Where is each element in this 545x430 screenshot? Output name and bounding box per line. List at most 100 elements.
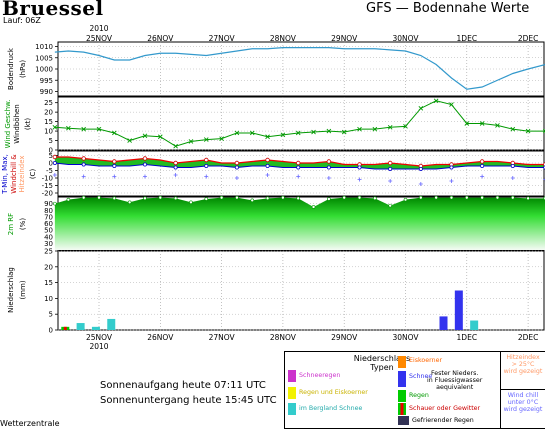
gust-point <box>173 143 178 149</box>
y-tick-label: 70 <box>44 213 53 221</box>
temp-unit-label: (C) <box>29 169 37 180</box>
y-tick-label: -5 <box>46 167 53 175</box>
date-label-bottom: 29NOV <box>331 333 358 342</box>
gust-point <box>249 130 255 136</box>
tmax-point <box>265 157 270 163</box>
date-label-top: 30NOV <box>392 34 419 43</box>
rh-point <box>296 196 301 201</box>
gust-point <box>96 126 102 132</box>
date-label-bottom: 30NOV <box>392 333 419 342</box>
gust-point <box>280 132 286 138</box>
rh-point <box>357 195 362 200</box>
sunset-text: Sonnenuntergang heute 15:45 UTC <box>100 395 277 406</box>
gust-point <box>66 125 71 131</box>
schnee-label: Schnee <box>409 373 433 380</box>
eiskoerner-label: Eiskoerner <box>409 357 443 364</box>
schauer-label: Schauer oder Gewitter <box>409 405 481 412</box>
windchill-point <box>234 176 239 180</box>
eiskoerner-swatch <box>398 356 406 368</box>
precip-bar <box>91 326 100 330</box>
rh-point <box>419 195 423 200</box>
y-tick-label: 1000 <box>35 66 53 74</box>
rh-point <box>434 195 438 200</box>
y-tick-label: 5 <box>49 152 53 160</box>
rh-point <box>327 197 331 201</box>
regen-eis-swatch <box>288 387 296 399</box>
date-label-bottom: 26NOV <box>147 333 174 342</box>
regen-eis-label: Regen und Eiskoerner <box>299 389 368 396</box>
rh-point <box>158 195 163 200</box>
y-tick-label: 15 <box>44 118 53 126</box>
tmin-point <box>296 165 301 170</box>
year-label-top: 2010 <box>89 24 108 33</box>
rh-point <box>219 195 224 200</box>
pressure-line <box>54 47 545 90</box>
tmax-point <box>479 159 485 164</box>
y-tick-label: 10 <box>44 128 53 136</box>
rh-area <box>54 197 545 250</box>
windchill-point <box>543 177 545 182</box>
tmin-point <box>81 162 86 167</box>
rh-point <box>250 198 255 203</box>
y-tick-label: 10 <box>44 295 53 303</box>
rh-point <box>495 195 500 200</box>
panel-frame <box>57 150 545 197</box>
wind-axis-label: Wind Geschw. <box>4 100 12 149</box>
y-tick-label: 15 <box>44 279 53 287</box>
heat-axis-label: Hitzeindex <box>18 155 26 192</box>
tmax-point <box>387 160 393 166</box>
tmin-point <box>510 164 515 168</box>
date-label-top: 25NOV <box>86 34 113 43</box>
gust-point <box>510 126 516 132</box>
rh-point <box>373 196 377 201</box>
rh-point <box>510 195 515 200</box>
y-tick-label: 5 <box>49 137 53 145</box>
y-tick-label: 20 <box>44 263 53 271</box>
tmin-point <box>418 167 423 171</box>
date-label-top: 28NOV <box>270 34 297 43</box>
schneeregen-swatch <box>288 370 296 382</box>
pressure-unit-label: (hPa) <box>19 60 27 78</box>
rh-point <box>403 197 408 202</box>
gust-point <box>542 128 545 134</box>
footer-credit: Wetterzentrale <box>0 419 60 428</box>
windchill-point <box>112 174 117 179</box>
rh-point <box>204 197 209 201</box>
gust-point <box>127 138 132 143</box>
date-label-top: 27NOV <box>209 34 236 43</box>
rh-point <box>449 195 454 200</box>
y-tick-label: 60 <box>44 220 53 228</box>
date-label-top: 26NOV <box>147 34 174 43</box>
tmin-point <box>173 165 178 170</box>
rh-point <box>265 196 270 201</box>
windchill-point <box>388 179 393 183</box>
tmin-point <box>234 165 239 170</box>
tmin-point <box>480 164 485 168</box>
rh-point <box>112 196 117 201</box>
windchill-point <box>326 176 331 180</box>
gust-point <box>188 139 194 144</box>
windchill-point <box>357 177 362 182</box>
windchill-point <box>142 174 147 179</box>
y-tick-label: -10 <box>42 175 53 183</box>
gefrierend-swatch <box>398 416 409 425</box>
schauer-swatch <box>398 403 406 415</box>
windchill-point <box>265 173 270 177</box>
regen-swatch <box>398 390 406 402</box>
precip-bar <box>439 316 448 330</box>
gust-point <box>265 134 270 140</box>
y-tick-label: 30 <box>44 240 53 248</box>
precip-axis-label: Niederschlag <box>7 267 15 313</box>
tmin-point <box>52 161 57 165</box>
date-label-bottom: 25NOV <box>86 333 113 342</box>
y-tick-label: 0 <box>49 147 53 155</box>
bergland-swatch <box>288 403 296 415</box>
rh-point <box>173 196 178 201</box>
tmax-point <box>142 156 148 161</box>
tmin-point <box>326 165 331 170</box>
rh-point <box>281 195 285 200</box>
run-label: Lauf: 06Z <box>3 16 41 25</box>
y-tick-label: 40 <box>44 233 53 241</box>
rh-point <box>66 197 71 202</box>
date-label-top: 1DEC <box>457 34 478 43</box>
